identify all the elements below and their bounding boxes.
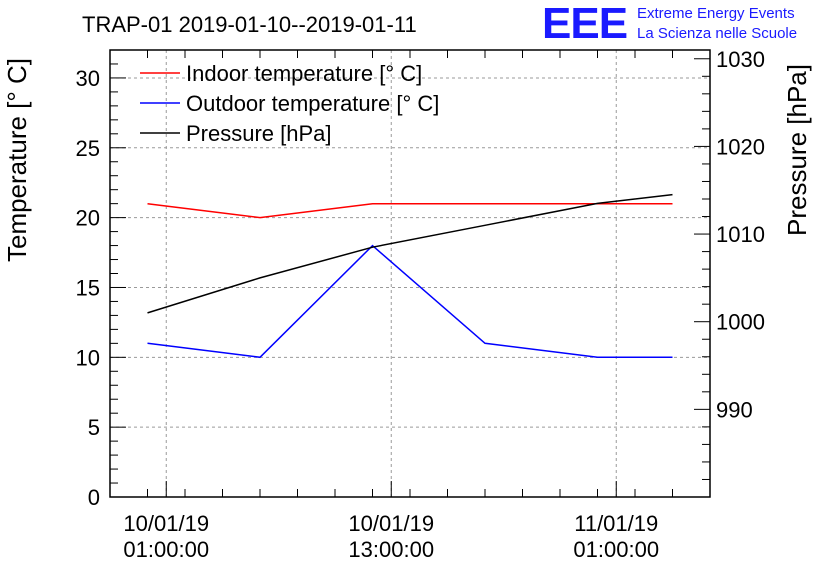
legend-label-3: Pressure [hPa] bbox=[186, 121, 332, 146]
y-tick-label: 25 bbox=[76, 136, 100, 161]
series-line-2 bbox=[147, 244, 673, 359]
y2-tick-label: 1030 bbox=[716, 47, 765, 72]
eee-logo: EEE Extreme Energy Events La Scienza nel… bbox=[542, 0, 797, 48]
y-axis-title: Temperature [° C] bbox=[2, 58, 32, 262]
x-tick-date: 10/01/19 bbox=[123, 511, 209, 536]
logo-mark: EEE bbox=[542, 0, 627, 48]
plot-frame bbox=[109, 49, 711, 498]
x-tick-time: 01:00:00 bbox=[573, 537, 659, 562]
logo-line-2: La Scienza nelle Scuole bbox=[637, 25, 797, 42]
x-tick-date: 11/01/19 bbox=[574, 511, 658, 536]
y2-axis-title: Pressure [hPa] bbox=[782, 64, 812, 236]
legend-label-2: Outdoor temperature [° C] bbox=[186, 91, 439, 116]
y-tick-label: 5 bbox=[88, 415, 100, 440]
y2-tick-label: 990 bbox=[716, 397, 753, 422]
axes: 051015202530990100010101020103010/01/190… bbox=[76, 47, 765, 562]
y-tick-label: 15 bbox=[76, 275, 100, 300]
legend: Indoor temperature [° C] Outdoor temperat… bbox=[140, 61, 439, 146]
logo-line-1: Extreme Energy Events bbox=[637, 5, 795, 22]
series-line-1 bbox=[147, 202, 673, 219]
x-tick-time: 13:00:00 bbox=[348, 537, 434, 562]
series-layer bbox=[147, 193, 673, 359]
y-tick-label: 0 bbox=[88, 485, 100, 510]
y2-tick-label: 1010 bbox=[716, 222, 765, 247]
x-tick-date: 10/01/19 bbox=[348, 511, 434, 536]
y-tick-label: 30 bbox=[76, 66, 100, 91]
y-tick-label: 20 bbox=[76, 206, 100, 231]
chart-title: TRAP-01 2019-01-10--2019-01-11 bbox=[82, 12, 417, 37]
grid bbox=[110, 50, 710, 497]
legend-label-1: Indoor temperature [° C] bbox=[186, 61, 422, 86]
y2-tick-label: 1020 bbox=[716, 134, 765, 159]
series-line-3 bbox=[147, 193, 673, 314]
x-tick-time: 01:00:00 bbox=[123, 537, 209, 562]
y-tick-label: 10 bbox=[76, 345, 100, 370]
y2-tick-label: 1000 bbox=[716, 310, 765, 335]
